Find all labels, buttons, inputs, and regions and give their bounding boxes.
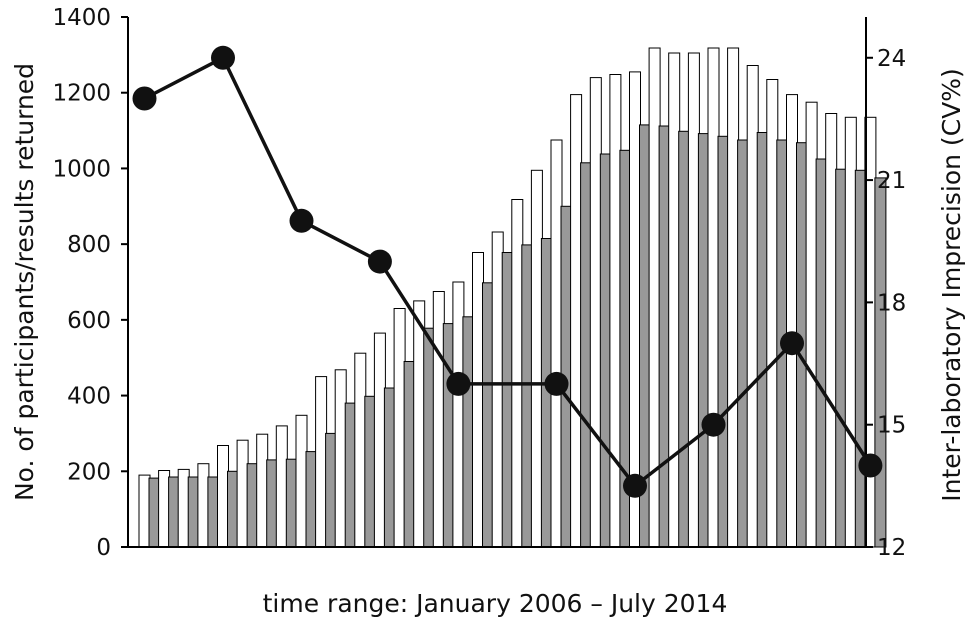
results-bar — [177, 468, 190, 548]
results-bar — [158, 470, 171, 548]
results-bar — [491, 231, 504, 548]
y2-tick-label: 24 — [877, 46, 906, 72]
results-bar — [315, 376, 328, 548]
y2-tick-label: 18 — [877, 290, 906, 316]
bars-layer — [138, 47, 887, 548]
results-bar — [609, 74, 622, 548]
results-bar — [256, 433, 269, 548]
cv-point — [446, 371, 471, 396]
results-bar — [413, 300, 426, 548]
results-bar — [766, 79, 779, 548]
y2-tick-label: 12 — [877, 535, 906, 561]
cv-point — [858, 453, 883, 478]
results-bar — [746, 65, 759, 548]
results-bar — [138, 474, 151, 548]
results-bar — [217, 445, 229, 548]
y-tick-label: 400 — [67, 384, 111, 410]
y-tick-label: 1400 — [52, 5, 111, 31]
results-bar — [452, 281, 465, 548]
cv-point — [701, 412, 726, 437]
results-bar — [570, 94, 583, 548]
results-bar — [589, 77, 602, 548]
results-bar — [295, 414, 308, 548]
results-bar — [825, 113, 838, 548]
cv-point — [623, 473, 647, 498]
results-bar — [727, 47, 740, 548]
cv-line — [143, 55, 872, 489]
results-bar — [786, 94, 798, 548]
results-bar — [275, 425, 288, 548]
results-bar — [354, 352, 367, 548]
cv-point — [211, 45, 235, 70]
results-bar — [550, 139, 563, 548]
y2-tick-label: 21 — [877, 168, 906, 194]
results-bar — [707, 47, 720, 548]
y-tick-label: 1000 — [52, 156, 111, 182]
results-bar — [511, 199, 524, 548]
results-bar — [530, 169, 543, 548]
participants-bar — [874, 177, 887, 548]
results-bar — [432, 291, 445, 548]
y-tick-label: 1200 — [52, 81, 111, 107]
cv-point — [289, 208, 314, 233]
cv-point — [544, 371, 569, 396]
results-bar — [334, 369, 347, 548]
y-tick-label: 800 — [67, 232, 111, 258]
results-bar — [687, 52, 700, 548]
results-bar — [393, 308, 406, 548]
cv-point — [367, 249, 392, 274]
y-tick-label: 0 — [96, 535, 111, 561]
cv-point — [132, 86, 157, 111]
results-bar — [472, 252, 484, 548]
y-axis-title: No. of participants/results returned — [10, 63, 39, 501]
results-bar — [236, 439, 249, 548]
y2-tick-label: 15 — [877, 413, 906, 439]
results-bar — [844, 116, 857, 548]
results-bar — [805, 101, 818, 548]
results-bar — [373, 332, 386, 548]
y-tick-label: 200 — [67, 459, 111, 485]
results-bar — [197, 463, 210, 548]
y2-axis-title: Inter-laboratory Imprecision (CV%) — [937, 68, 966, 502]
cv-point — [780, 331, 804, 356]
cv-line-layer — [132, 45, 883, 498]
x-axis-title: time range: January 2006 – July 2014 — [263, 589, 728, 618]
results-bar — [668, 52, 681, 548]
ticks-layer: 0 200 400 600 800 1000 1200 1400 12 15 18 21 24 — [52, 5, 906, 561]
y-tick-label: 600 — [67, 308, 111, 334]
